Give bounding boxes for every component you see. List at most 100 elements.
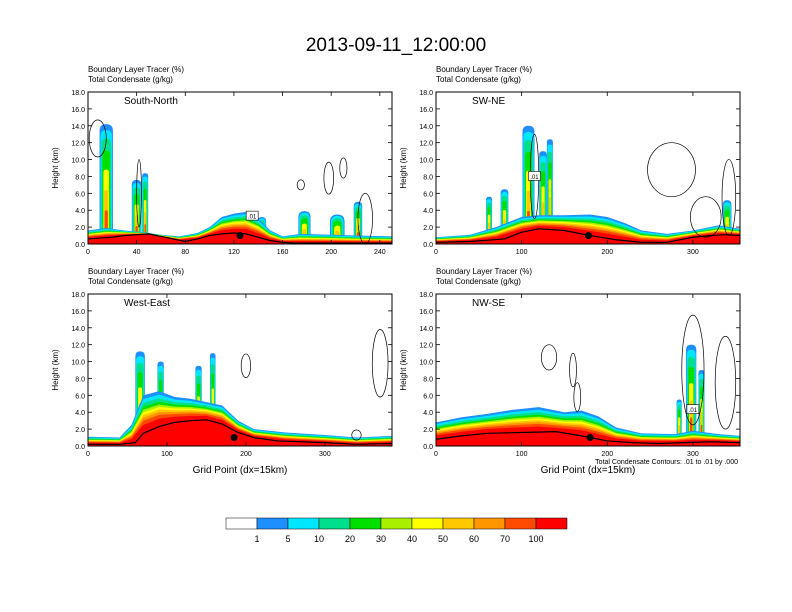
plot-frame: [87, 293, 393, 447]
terrain-line: [436, 431, 740, 445]
condensate-contour: [573, 382, 582, 412]
y-tick-label: 18.0: [419, 292, 433, 299]
y-tick-label: 16.0: [419, 107, 433, 114]
y-tick-label: 12.0: [419, 141, 433, 148]
y-tick-label: 16.0: [71, 107, 85, 114]
tracer-plume: [142, 173, 149, 244]
y-axis-label: Height (km): [51, 349, 60, 391]
x-tick-label: 0: [434, 249, 438, 256]
x-tick-label: 300: [687, 451, 699, 458]
contour-label: .01: [689, 408, 698, 414]
y-tick-label: 10.0: [419, 158, 433, 165]
y-tick-label: 6.0: [423, 393, 433, 400]
y-tick-label: 2.0: [423, 225, 433, 232]
condensate-contour: [357, 192, 373, 244]
condensate-contour: [689, 196, 722, 238]
y-tick-label: 0.0: [423, 444, 433, 451]
condensate-contour: [681, 314, 705, 426]
location-marker: [584, 232, 592, 240]
colorbar-swatch: [535, 517, 568, 530]
colorbar-swatch: [287, 517, 320, 530]
y-tick-label: 4.0: [75, 208, 85, 215]
condensate-contour: [721, 159, 737, 236]
section-name: South-North: [124, 96, 178, 107]
panel-subtitle: Boundary Layer Tracer (%): [88, 65, 184, 74]
colorbar-label: 20: [345, 534, 355, 544]
contour-label: .01: [530, 175, 539, 181]
location-marker: [236, 232, 244, 240]
y-tick-label: 8.0: [75, 376, 85, 383]
panel-subtitle: Total Condensate (g/kg): [436, 277, 521, 286]
panel-subtitle: Total Condensate (g/kg): [88, 277, 173, 286]
colorbar-swatch: [411, 517, 444, 530]
terrain-line: [88, 232, 392, 244]
location-marker: [586, 434, 594, 442]
x-tick-label: 0: [86, 249, 90, 256]
y-tick-label: 16.0: [419, 309, 433, 316]
y-tick-label: 2.0: [75, 225, 85, 232]
colorbar-swatch: [380, 517, 413, 530]
colorbar-label: 50: [438, 534, 448, 544]
condensate-contour: [296, 179, 305, 191]
y-tick-label: 8.0: [423, 376, 433, 383]
y-tick-label: 18.0: [71, 90, 85, 97]
colorbar-label: 5: [285, 534, 290, 544]
colorbar-label: 30: [376, 534, 386, 544]
panel-subtitle: Boundary Layer Tracer (%): [436, 65, 532, 74]
y-tick-label: 6.0: [75, 393, 85, 400]
condensate-contour: [323, 161, 334, 195]
x-tick-label: 120: [228, 249, 240, 256]
y-tick-label: 14.0: [419, 124, 433, 131]
location-marker: [230, 434, 238, 442]
footnote: Total Condensate Contours: .01 to .01 by…: [595, 459, 738, 466]
colorbar-swatch: [225, 517, 258, 530]
plot-frame: [435, 91, 741, 245]
x-tick-label: 0: [434, 451, 438, 458]
tracer-field: .01: [88, 119, 392, 244]
y-axis-label: Height (km): [51, 147, 60, 189]
y-tick-label: 2.0: [423, 427, 433, 434]
y-axis-label: Height (km): [399, 147, 408, 189]
panel-south-north: Boundary Layer Tracer (%)Total Condensat…: [51, 65, 393, 256]
panels: Boundary Layer Tracer (%)Total Condensat…: [51, 65, 741, 476]
condensate-contour: [714, 335, 737, 430]
tracer-plume: [686, 344, 697, 446]
plot-frame: [87, 91, 393, 245]
panel-subtitle: Boundary Layer Tracer (%): [436, 267, 532, 276]
terrain-line: [88, 419, 392, 445]
y-tick-label: 10.0: [419, 360, 433, 367]
y-tick-label: 0.0: [75, 242, 85, 249]
x-tick-label: 40: [133, 249, 141, 256]
contour-label-box: [245, 210, 259, 221]
x-tick-label: 200: [240, 451, 252, 458]
condensate-contour: [569, 352, 577, 388]
y-tick-label: 6.0: [75, 191, 85, 198]
condensate-contour: [540, 344, 558, 371]
x-tick-label: 200: [601, 249, 613, 256]
condensate-contour: [647, 142, 696, 198]
y-tick-label: 14.0: [71, 124, 85, 131]
y-tick-label: 4.0: [423, 410, 433, 417]
colorbar-label: 1: [254, 534, 259, 544]
tracer-field: [88, 329, 392, 446]
figure-title: 2013-09-11_12:00:00: [306, 35, 486, 56]
terrain-line: [436, 228, 740, 243]
y-axis-label: Height (km): [399, 349, 408, 391]
x-tick-label: 100: [516, 451, 528, 458]
y-tick-label: 18.0: [419, 90, 433, 97]
panel-subtitle: Total Condensate (g/kg): [88, 75, 173, 84]
y-tick-label: 14.0: [71, 326, 85, 333]
x-axis-label: Grid Point (dx=15km): [193, 465, 288, 476]
condensate-contour: [88, 119, 107, 158]
colorbar-swatch: [504, 517, 537, 530]
tracer-field: .01: [436, 125, 740, 244]
panel-subtitle: Total Condensate (g/kg): [436, 75, 521, 84]
y-tick-label: 8.0: [423, 174, 433, 181]
contour-label-box: [686, 404, 700, 414]
colorbar-label: 10: [314, 534, 324, 544]
y-tick-label: 10.0: [71, 158, 85, 165]
y-tick-label: 0.0: [423, 242, 433, 249]
boundary-layer: [436, 407, 740, 446]
colorbar-swatch: [256, 517, 289, 530]
